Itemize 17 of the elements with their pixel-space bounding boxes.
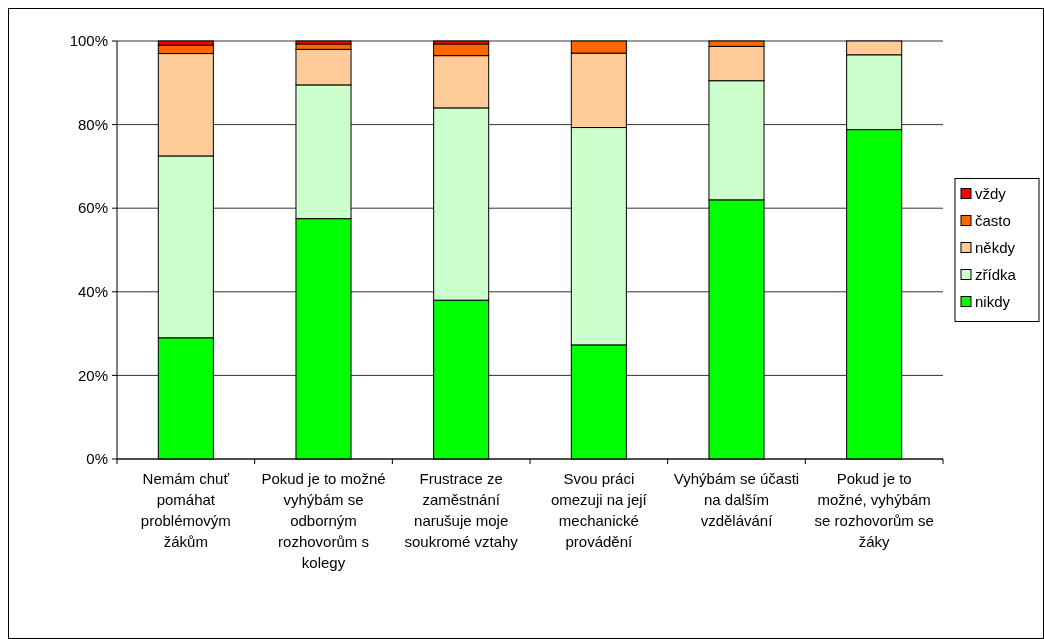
x-tick-label: Vyhýbám se účasti na dalším vzdělávání bbox=[673, 470, 800, 529]
y-tick-label: 80% bbox=[77, 115, 108, 133]
y-tick-label: 20% bbox=[77, 366, 108, 384]
y-tick-label: 0% bbox=[86, 450, 108, 468]
legend-label: často bbox=[975, 211, 1011, 229]
x-tick-label: Frustrace ze zaměstnání narušuje moje soukromé vztahy bbox=[404, 470, 519, 550]
legend-label: zřídka bbox=[975, 265, 1017, 283]
y-tick-label: 100% bbox=[69, 32, 108, 50]
legend-label: někdy bbox=[975, 238, 1016, 256]
x-tick-label: Nemám chuť pomáhat problémovým žákům bbox=[140, 470, 231, 550]
legend-label: nikdy bbox=[975, 292, 1011, 310]
x-tick-label: Pokud je to možné, vyhýbám se rozhovorům se žáky bbox=[814, 470, 934, 550]
x-tick-label: Pokud je to možné vyhýbám se odborným rozhovorům s kolegy bbox=[261, 470, 386, 571]
x-tick-label: Svou práci omezuji na její mechanické provádění bbox=[550, 470, 648, 550]
legend-label: vždy bbox=[975, 184, 1007, 202]
y-tick-label: 40% bbox=[77, 283, 108, 301]
y-tick-label: 60% bbox=[77, 199, 108, 217]
